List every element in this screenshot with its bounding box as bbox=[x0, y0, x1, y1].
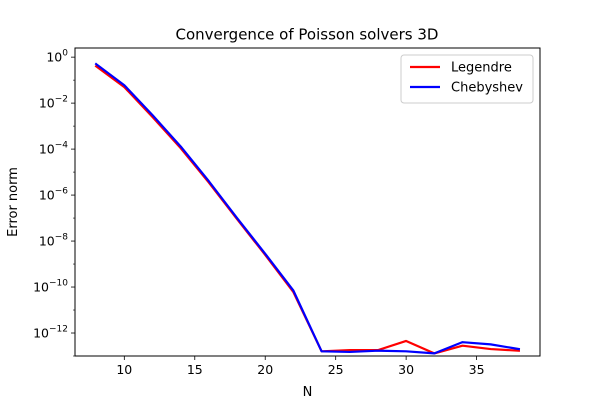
chart-title: Convergence of Poisson solvers 3D bbox=[176, 26, 439, 44]
legend-label: Chebyshev bbox=[451, 81, 523, 96]
y-tick-label: 10−2 bbox=[39, 95, 68, 111]
x-tick-label: 30 bbox=[398, 362, 414, 377]
plot-frame bbox=[74, 47, 541, 357]
legend: Legendre Chebyshev bbox=[400, 54, 534, 104]
x-tick-label: 35 bbox=[469, 362, 485, 377]
plot-area bbox=[94, 62, 521, 355]
series-line-chebyshev bbox=[94, 62, 521, 355]
legend-label: Legendre bbox=[451, 61, 512, 76]
y-tick-label: 10−6 bbox=[39, 187, 68, 203]
y-tick-label: 10−8 bbox=[39, 233, 68, 249]
x-tick-label: 15 bbox=[187, 362, 203, 377]
y-axis: 100 10−2 10−4 10−6 10−8 10−10 10−12 bbox=[33, 49, 75, 357]
x-tick-label: 25 bbox=[328, 362, 344, 377]
x-tick-label: 10 bbox=[116, 362, 132, 377]
y-tick-label: 10−12 bbox=[33, 325, 68, 341]
y-tick-label: 10−4 bbox=[39, 141, 68, 157]
y-tick-label: 100 bbox=[46, 49, 68, 65]
x-tick-label: 20 bbox=[257, 362, 273, 377]
x-axis: 10 15 20 25 30 35 bbox=[116, 356, 485, 377]
x-axis-label: N bbox=[303, 385, 313, 400]
y-axis-label: Error norm bbox=[6, 167, 21, 237]
y-tick-label: 10−10 bbox=[33, 279, 68, 295]
